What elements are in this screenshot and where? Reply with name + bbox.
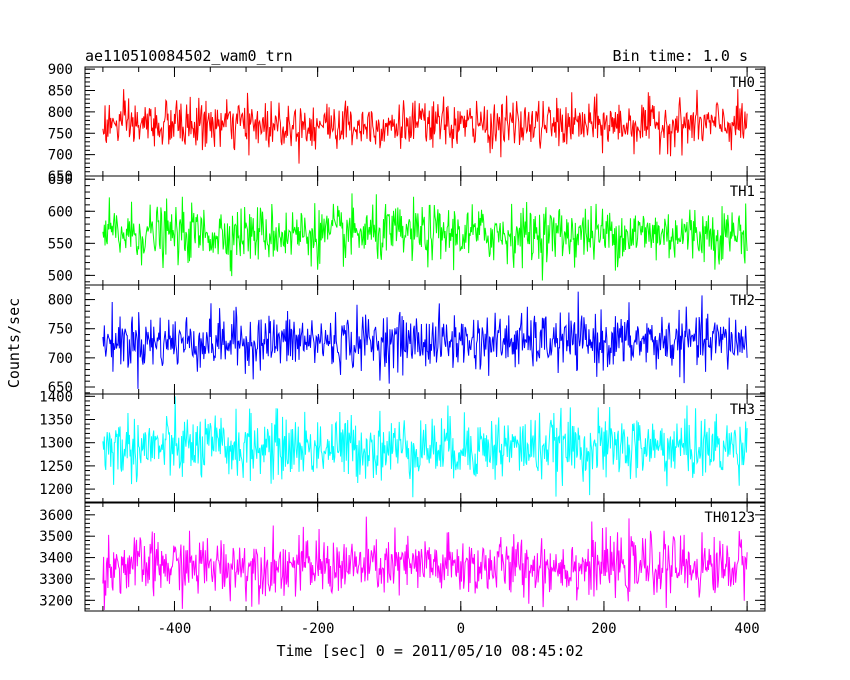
panels-group: 650700750800850900TH0500550600650TH16507… bbox=[39, 62, 766, 637]
panel-label-th3: TH3 bbox=[730, 402, 755, 418]
y-tick-label: 500 bbox=[48, 268, 73, 284]
y-tick-label: 1250 bbox=[39, 459, 73, 475]
panel-th3: 1200 1250 1300 1350 1400 TH3 bbox=[39, 389, 766, 504]
x-tick-label: -200 bbox=[301, 621, 335, 637]
y-tick-label: 1400 bbox=[39, 389, 73, 405]
x-tick-label: -400 bbox=[158, 621, 192, 637]
y-tick-label: 3500 bbox=[39, 529, 73, 545]
y-tick-label: 850 bbox=[48, 84, 73, 100]
y-tick-label: 700 bbox=[48, 351, 73, 367]
y-tick-label: 1300 bbox=[39, 436, 73, 452]
x-tick-label: 200 bbox=[591, 621, 616, 637]
bin-time-label: Bin time: 1.0 s bbox=[613, 47, 748, 65]
y-tick-label: 650 bbox=[48, 169, 73, 185]
panel-label-th1: TH1 bbox=[730, 184, 755, 200]
panel-label-th0: TH0 bbox=[730, 75, 755, 91]
x-axis-label: Time [sec] 0 = 2011/05/10 08:45:02 bbox=[276, 642, 583, 660]
y-axis-label: Counts/sec bbox=[5, 298, 23, 388]
panel-th1: 500 550 600 650 TH1 bbox=[48, 172, 766, 286]
y-tick-label: 650 bbox=[48, 380, 73, 396]
y-tick-label: 700 bbox=[48, 148, 73, 164]
series-line-th0 bbox=[102, 89, 748, 164]
y-tick-label: 3600 bbox=[39, 508, 73, 524]
y-tick-label: 3400 bbox=[39, 551, 73, 567]
y-tick-label: 650 bbox=[48, 172, 73, 188]
y-tick-label: 750 bbox=[48, 322, 73, 338]
y-tick-label: 800 bbox=[48, 105, 73, 121]
y-tick-label: 600 bbox=[48, 204, 73, 220]
y-tick-label: 800 bbox=[48, 293, 73, 309]
y-tick-label: 750 bbox=[48, 126, 73, 142]
y-tick-label: 900 bbox=[48, 62, 73, 78]
panel-th2: 650 700 750 800 TH2 bbox=[48, 284, 766, 396]
panel-label-th0123: TH0123 bbox=[704, 510, 755, 526]
chart-title: ae110510084502_wam0_trn bbox=[85, 47, 293, 65]
y-tick-label: 1200 bbox=[39, 482, 73, 498]
panel-label-th2: TH2 bbox=[730, 293, 755, 309]
panel-th0: 650 700 750 800 850 900 TH0 bbox=[48, 62, 766, 185]
series-line-th2 bbox=[102, 291, 748, 389]
x-tick-label: 0 bbox=[457, 621, 465, 637]
x-tick-label: 400 bbox=[734, 621, 759, 637]
y-tick-label: 3200 bbox=[39, 593, 73, 609]
series-line-th0123 bbox=[102, 516, 748, 610]
y-tick-label: 550 bbox=[48, 236, 73, 252]
series-line-th3 bbox=[102, 396, 748, 498]
y-tick-label: 3300 bbox=[39, 572, 73, 588]
panel-th0123: 3200 3300 3400 3500 3600 TH0123 bbox=[39, 501, 766, 612]
y-tick-label: 1350 bbox=[39, 413, 73, 429]
series-line-th1 bbox=[102, 193, 748, 281]
